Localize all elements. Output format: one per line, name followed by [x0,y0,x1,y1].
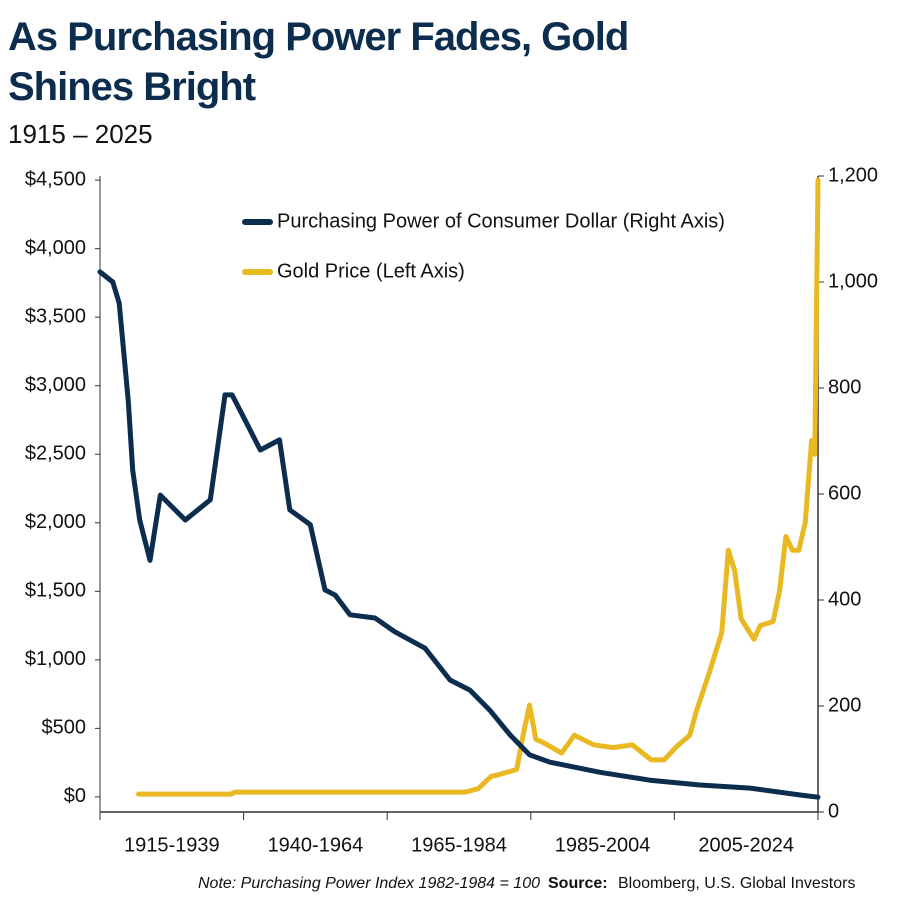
y2-tick-label: 200 [828,694,861,716]
y-tick-label: $4,000 [25,237,86,259]
y-tick-label: $3,000 [25,374,86,396]
series-line [136,177,821,797]
y2-tick-label: 1,000 [828,270,878,292]
y-tick-label: $2,500 [25,443,86,465]
legend-label: Gold Price (Left Axis) [277,260,465,282]
y2-tick-label: 1,200 [828,164,878,186]
series-line [97,269,821,800]
y-tick-label: $1,000 [25,648,86,670]
note: Note: Purchasing Power Index 1982-1984 =… [198,875,540,892]
chart-subtitle: 1915 – 2025 [8,119,153,149]
x-tick-label: 1985-2004 [555,834,651,856]
x-tick-label: 1965-1984 [411,834,507,856]
x-tick-label: 2005-2024 [698,834,794,856]
y-tick-label: $4,500 [25,168,86,190]
y2-tick-label: 0 [828,800,839,822]
y2-tick-label: 600 [828,482,861,504]
y2-tick-label: 400 [828,588,861,610]
source-label: Source: [548,875,608,892]
x-tick-label: 1915-1939 [124,834,220,856]
y2-tick-label: 800 [828,376,861,398]
chart-title: As Purchasing Power Fades, Gold Shines Br… [8,15,628,109]
y-tick-label: $2,000 [25,511,86,533]
y-tick-label: $3,500 [25,305,86,327]
y-tick-label: $500 [42,717,87,739]
legend-label: Purchasing Power of Consumer Dollar (Rig… [277,210,725,232]
source: Bloomberg, U.S. Global Investors [618,875,855,892]
y-tick-label: $0 [64,785,86,807]
x-tick-label: 1940-1964 [268,834,364,856]
y-tick-label: $1,500 [25,580,86,602]
